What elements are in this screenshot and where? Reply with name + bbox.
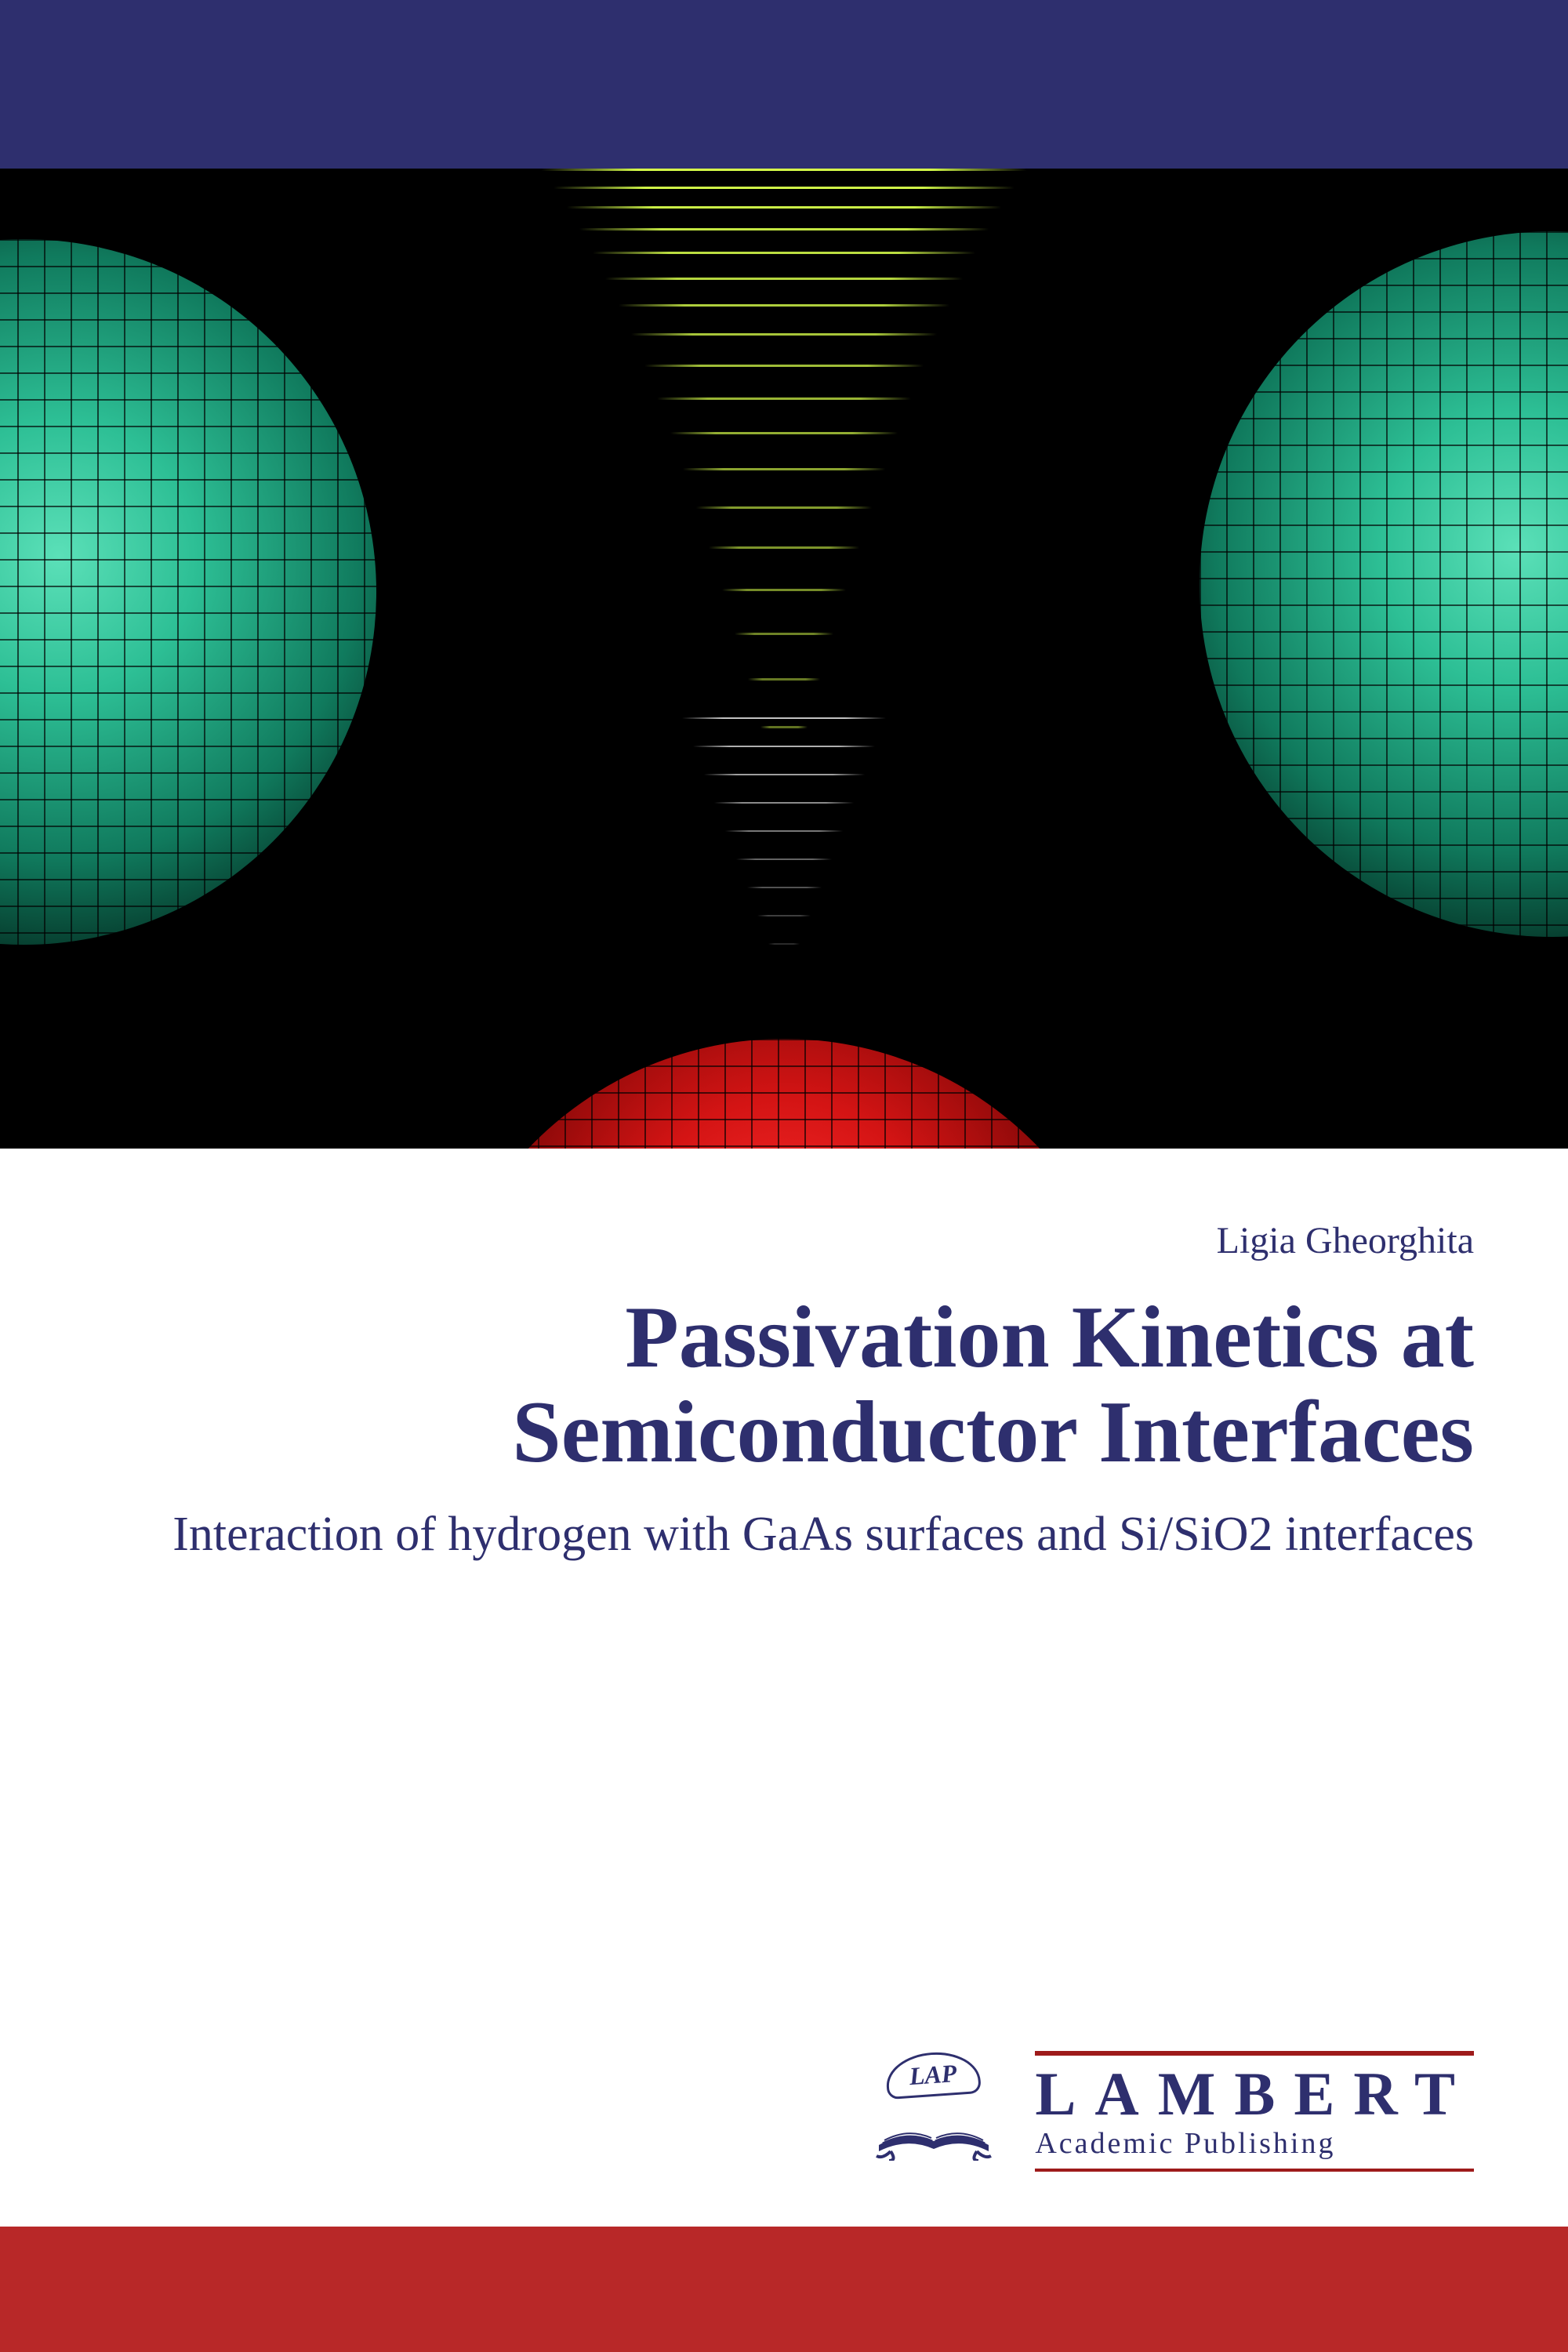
perspective-line bbox=[657, 397, 911, 400]
perspective-line bbox=[670, 432, 898, 434]
perspective-line bbox=[709, 546, 859, 549]
author-name: Ligia Gheorghita bbox=[94, 1219, 1474, 1262]
perspective-line bbox=[682, 717, 886, 719]
perspective-line bbox=[683, 468, 885, 470]
perspective-line bbox=[696, 506, 873, 509]
publisher-tagline: Academic Publishing bbox=[1035, 2126, 1474, 2161]
perspective-line bbox=[619, 304, 949, 307]
perspective-line bbox=[567, 206, 1001, 209]
perspective-line bbox=[736, 858, 833, 860]
perspective-line bbox=[768, 943, 800, 945]
green-sphere-left bbox=[0, 239, 376, 945]
publisher-rule-bottom bbox=[1035, 2169, 1474, 2172]
perspective-line bbox=[747, 887, 822, 888]
perspective-line bbox=[704, 774, 865, 775]
perspective-line bbox=[714, 802, 854, 804]
perspective-line bbox=[631, 333, 936, 336]
sphere-grid-overlay bbox=[1200, 231, 1568, 937]
perspective-line bbox=[605, 278, 962, 280]
perspective-lines-top bbox=[533, 169, 1035, 775]
perspective-line bbox=[735, 633, 833, 635]
perspective-line bbox=[722, 589, 847, 591]
perspective-line bbox=[757, 915, 811, 916]
publisher-name: LAMBERT bbox=[1035, 2063, 1474, 2125]
perspective-lines-bottom bbox=[533, 717, 1035, 971]
publisher-rule-top bbox=[1035, 2051, 1474, 2056]
sphere-grid-overlay bbox=[0, 239, 376, 945]
perspective-line bbox=[644, 365, 924, 367]
perspective-line bbox=[693, 746, 876, 747]
bottom-color-band bbox=[0, 2227, 1568, 2352]
green-sphere-right bbox=[1200, 231, 1568, 937]
open-book-icon bbox=[875, 2106, 993, 2161]
book-cover: Ligia Gheorghita Passivation Kinetics at… bbox=[0, 0, 1568, 2352]
perspective-line bbox=[554, 187, 1014, 189]
book-subtitle: Interaction of hydrogen with GaAs surfac… bbox=[94, 1507, 1474, 1563]
perspective-line bbox=[593, 252, 975, 254]
perspective-line bbox=[748, 678, 821, 681]
book-title: Passivation Kinetics at Semiconductor In… bbox=[94, 1290, 1474, 1480]
publisher-badge: LAP bbox=[885, 2049, 982, 2100]
perspective-line bbox=[725, 830, 843, 832]
cover-artwork bbox=[0, 169, 1568, 1149]
publisher-logo: LAP bbox=[855, 2053, 1011, 2170]
perspective-line bbox=[579, 228, 988, 230]
sphere-grid-overlay bbox=[431, 1039, 1137, 1149]
red-sphere-bottom bbox=[431, 1039, 1137, 1149]
top-color-band bbox=[0, 0, 1568, 169]
perspective-line bbox=[541, 169, 1027, 171]
publisher-text: LAMBERT Academic Publishing bbox=[1035, 2051, 1474, 2172]
publisher-block: LAP LAMBERT Academic Publishing bbox=[855, 2051, 1474, 2172]
